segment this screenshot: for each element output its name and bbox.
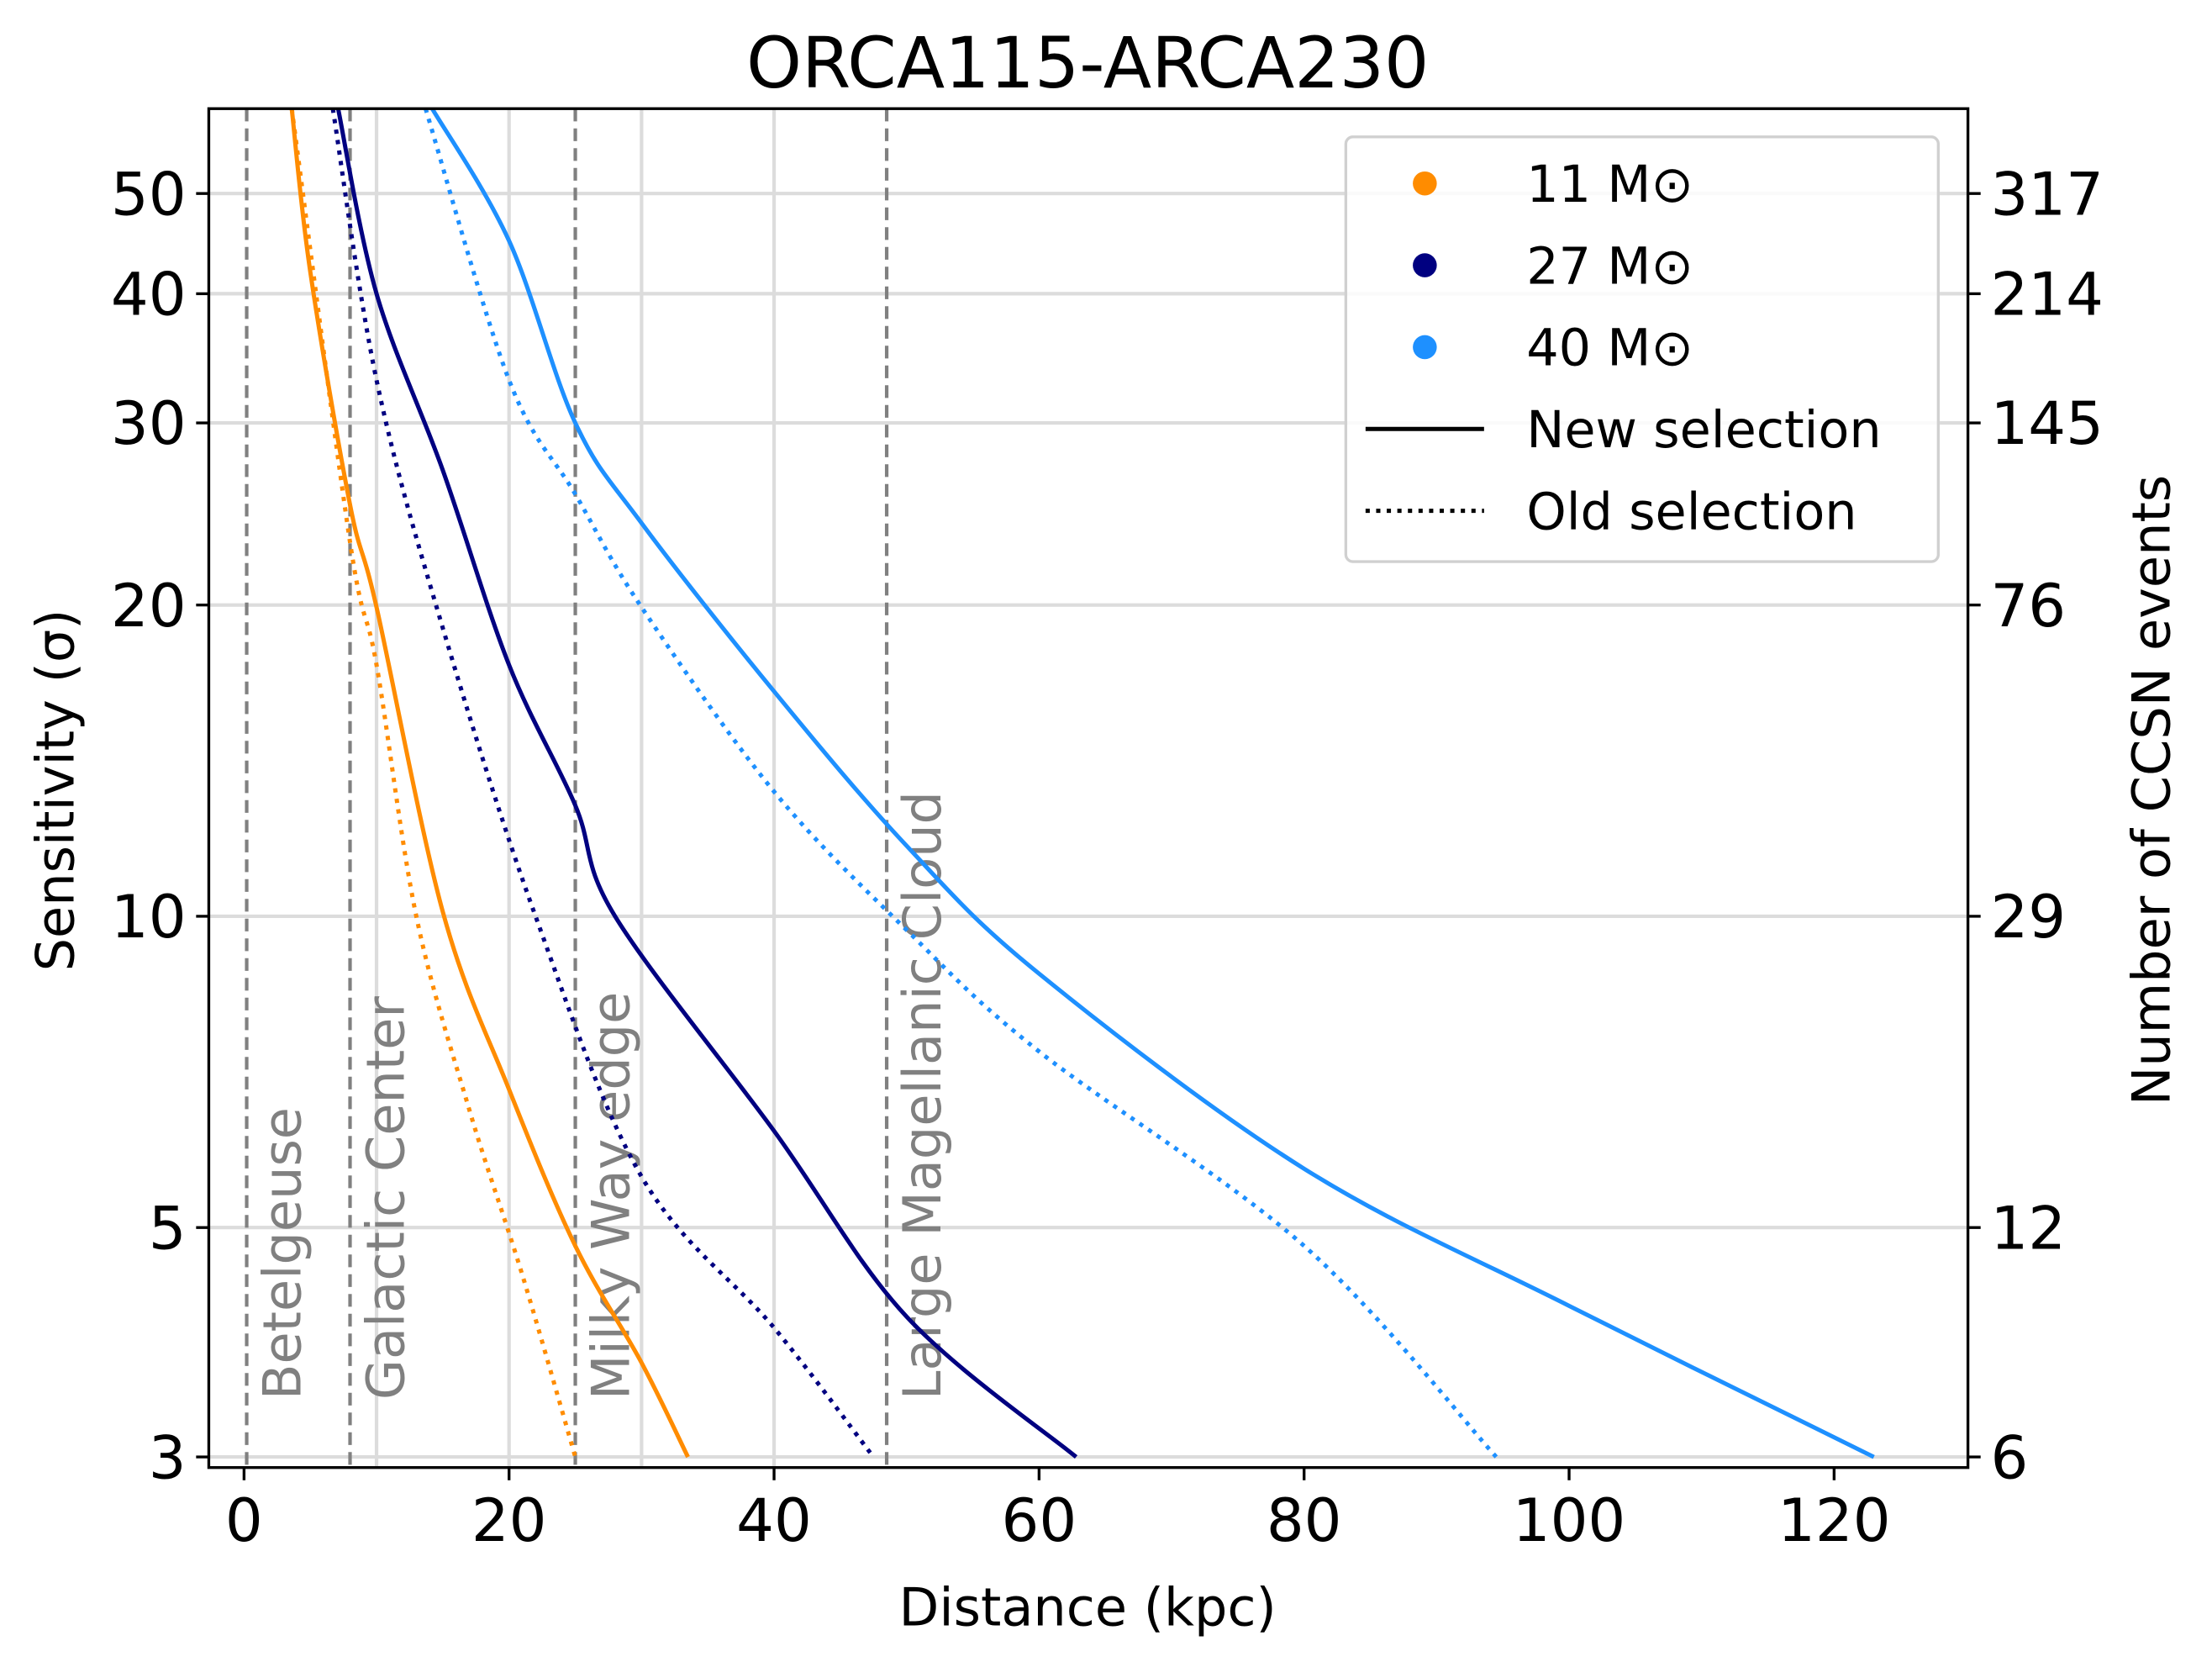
y2-axis-label: Number of CCSN events <box>2121 475 2183 1105</box>
x-axis-label: Distance (kpc) <box>899 1577 1277 1638</box>
legend-marker <box>1413 171 1437 196</box>
legend-label: New selection <box>1526 401 1881 460</box>
y2-tick-label: 145 <box>1990 389 2104 458</box>
y2-tick-label: 29 <box>1990 883 2066 952</box>
y2-tick-label: 6 <box>1990 1423 2028 1492</box>
y2-tick-label: 317 <box>1990 160 2104 229</box>
y2-tick-label: 214 <box>1990 261 2104 330</box>
legend-label: 40 M⊙ <box>1526 319 1693 378</box>
legend-marker <box>1413 253 1437 277</box>
reference-label: Galactic Center <box>355 996 416 1401</box>
x-tick-label: 100 <box>1513 1486 1626 1555</box>
y-tick-label: 30 <box>111 389 187 458</box>
curve <box>335 108 1078 1459</box>
y-axis-label: Sensitivity (σ) <box>24 609 86 972</box>
y-tick-label: 40 <box>111 261 187 330</box>
curve <box>330 108 876 1459</box>
y2-tick-label: 76 <box>1990 572 2066 641</box>
reference-label: Large Magellanic Cloud <box>892 791 953 1400</box>
x-tick-label: 0 <box>225 1486 263 1555</box>
curve <box>430 108 1875 1459</box>
x-tick-label: 60 <box>1002 1486 1077 1555</box>
x-tick-label: 80 <box>1267 1486 1342 1555</box>
legend-label: Old selection <box>1526 483 1856 541</box>
plot-frame <box>207 107 1970 1469</box>
y2-tick-label: 12 <box>1990 1194 2066 1263</box>
x-tick-label: 40 <box>736 1486 812 1555</box>
x-tick-label: 120 <box>1778 1486 1891 1555</box>
legend-marker <box>1413 335 1437 360</box>
curve <box>289 108 577 1458</box>
chart-title: ORCA115-ARCA230 <box>746 22 1429 104</box>
curve <box>423 108 1498 1459</box>
legend-box <box>1344 135 1941 563</box>
y-tick-label: 20 <box>111 572 187 641</box>
plot-lines <box>289 108 1875 1459</box>
legend-label: 27 M⊙ <box>1526 237 1693 296</box>
y-tick-label: 50 <box>111 160 187 229</box>
y-tick-label: 3 <box>149 1423 187 1492</box>
y-tick-label: 10 <box>111 883 187 952</box>
reference-label: Betelgeuse <box>251 1107 313 1400</box>
legend-label: 11 M⊙ <box>1526 156 1693 214</box>
x-tick-label: 20 <box>471 1486 547 1555</box>
reference-label: Milky Way edge <box>580 992 641 1401</box>
y-tick-label: 5 <box>149 1194 187 1263</box>
